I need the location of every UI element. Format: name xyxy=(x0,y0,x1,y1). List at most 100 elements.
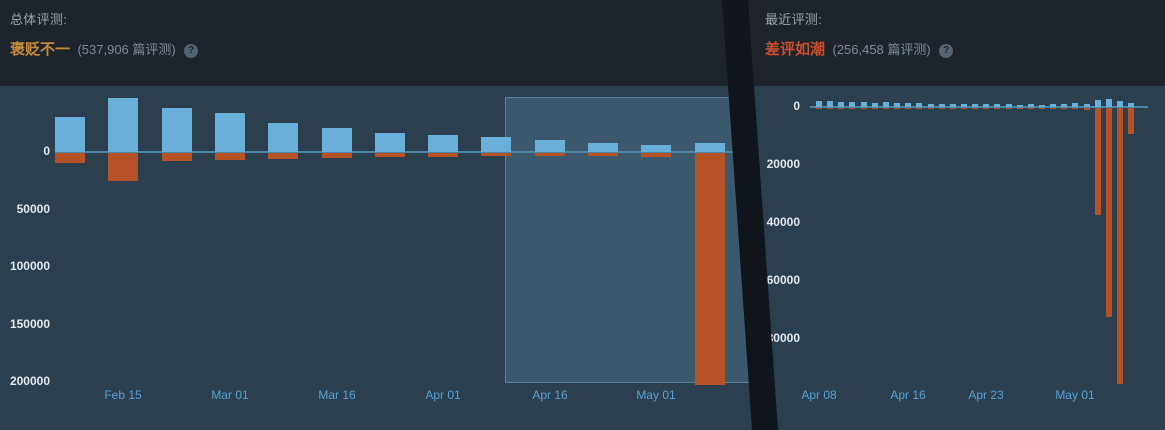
negative-bar[interactable] xyxy=(838,108,844,109)
positive-bar[interactable] xyxy=(849,102,855,107)
negative-bar[interactable] xyxy=(928,108,934,109)
positive-bar[interactable] xyxy=(1128,103,1134,107)
positive-bar[interactable] xyxy=(961,104,967,107)
positive-bar[interactable] xyxy=(827,101,833,107)
x-axis-tick-label: May 01 xyxy=(1055,388,1095,402)
positive-bar[interactable] xyxy=(928,104,934,107)
negative-bar[interactable] xyxy=(939,108,945,109)
negative-bar[interactable] xyxy=(972,108,978,109)
positive-bar[interactable] xyxy=(1106,99,1112,107)
negative-bar[interactable] xyxy=(162,153,192,161)
x-axis-tick-label: Mar 16 xyxy=(318,388,356,402)
y-axis-tick-label: 50000 xyxy=(16,202,50,216)
positive-bar[interactable] xyxy=(816,101,822,107)
negative-bar[interactable] xyxy=(983,108,989,109)
negative-bar[interactable] xyxy=(695,153,725,385)
x-axis-tick-label: May 01 xyxy=(636,388,676,402)
positive-bar[interactable] xyxy=(1039,105,1045,107)
negative-bar[interactable] xyxy=(1028,108,1034,109)
positive-bar[interactable] xyxy=(55,117,85,152)
positive-bar[interactable] xyxy=(1006,104,1012,107)
positive-bar[interactable] xyxy=(535,140,565,152)
positive-bar[interactable] xyxy=(950,104,956,107)
positive-bar[interactable] xyxy=(1084,104,1090,107)
negative-bar[interactable] xyxy=(1061,108,1067,109)
positive-bar[interactable] xyxy=(838,102,844,107)
positive-bar[interactable] xyxy=(939,104,945,107)
negative-bar[interactable] xyxy=(816,108,822,109)
positive-bar[interactable] xyxy=(1072,103,1078,107)
positive-bar[interactable] xyxy=(916,103,922,107)
positive-bar[interactable] xyxy=(1095,100,1101,107)
negative-bar[interactable] xyxy=(641,153,671,157)
negative-bar[interactable] xyxy=(961,108,967,109)
negative-bar[interactable] xyxy=(916,108,922,109)
negative-bar[interactable] xyxy=(827,108,833,109)
negative-bar[interactable] xyxy=(215,153,245,160)
positive-bar[interactable] xyxy=(1017,105,1023,107)
positive-bar[interactable] xyxy=(861,102,867,107)
negative-bar[interactable] xyxy=(535,153,565,156)
help-icon[interactable]: ? xyxy=(939,44,954,58)
positive-bar[interactable] xyxy=(1050,104,1056,107)
negative-bar[interactable] xyxy=(322,153,352,158)
negative-bar[interactable] xyxy=(108,153,138,181)
negative-bar[interactable] xyxy=(1128,108,1134,134)
negative-bar[interactable] xyxy=(375,153,405,157)
negative-bar[interactable] xyxy=(1095,108,1101,215)
negative-bar[interactable] xyxy=(428,153,458,157)
positive-bar[interactable] xyxy=(322,128,352,152)
y-axis-tick-label: 0 xyxy=(793,99,800,113)
negative-bar[interactable] xyxy=(861,108,867,109)
positive-bar[interactable] xyxy=(1061,104,1067,107)
positive-bar[interactable] xyxy=(162,108,192,152)
recent-summary-rating: 差评如潮 xyxy=(765,41,826,58)
positive-bar[interactable] xyxy=(375,133,405,152)
negative-bar[interactable] xyxy=(950,108,956,109)
positive-bar[interactable] xyxy=(905,103,911,107)
negative-bar[interactable] xyxy=(905,108,911,109)
negative-bar[interactable] xyxy=(1039,108,1045,109)
positive-bar[interactable] xyxy=(994,104,1000,107)
negative-bar[interactable] xyxy=(1006,108,1012,109)
negative-bar[interactable] xyxy=(994,108,1000,109)
negative-bar[interactable] xyxy=(1106,108,1112,317)
positive-bar[interactable] xyxy=(268,123,298,152)
negative-bar[interactable] xyxy=(1117,108,1123,384)
positive-bar[interactable] xyxy=(1117,101,1123,107)
positive-bar[interactable] xyxy=(588,143,618,152)
positive-bar[interactable] xyxy=(108,98,138,152)
negative-bar[interactable] xyxy=(588,153,618,156)
overall-review-count: (537,906 篇评测) xyxy=(77,42,176,57)
positive-bar[interactable] xyxy=(1028,104,1034,107)
negative-bar[interactable] xyxy=(883,108,889,109)
positive-bar[interactable] xyxy=(215,113,245,152)
positive-bar[interactable] xyxy=(983,104,989,107)
positive-bar[interactable] xyxy=(481,137,511,152)
help-icon[interactable]: ? xyxy=(184,44,199,58)
negative-bar[interactable] xyxy=(55,153,85,163)
positive-bar[interactable] xyxy=(883,102,889,107)
negative-bar[interactable] xyxy=(1084,108,1090,110)
negative-bar[interactable] xyxy=(268,153,298,159)
negative-bar[interactable] xyxy=(1017,108,1023,109)
positive-bar[interactable] xyxy=(695,143,725,152)
positive-bar[interactable] xyxy=(428,135,458,152)
negative-bar[interactable] xyxy=(894,108,900,109)
negative-bar[interactable] xyxy=(849,108,855,109)
negative-bar[interactable] xyxy=(1050,108,1056,109)
positive-bar[interactable] xyxy=(894,103,900,107)
negative-bar[interactable] xyxy=(872,108,878,109)
y-axis-tick-label: 100000 xyxy=(9,259,50,273)
positive-bar[interactable] xyxy=(641,145,671,152)
positive-bar[interactable] xyxy=(972,104,978,107)
positive-bar[interactable] xyxy=(872,103,878,107)
x-axis-tick-label: Apr 01 xyxy=(425,388,461,402)
negative-bar[interactable] xyxy=(1072,108,1078,109)
negative-bar[interactable] xyxy=(481,153,511,156)
y-axis-tick-label: 60000 xyxy=(766,273,800,287)
